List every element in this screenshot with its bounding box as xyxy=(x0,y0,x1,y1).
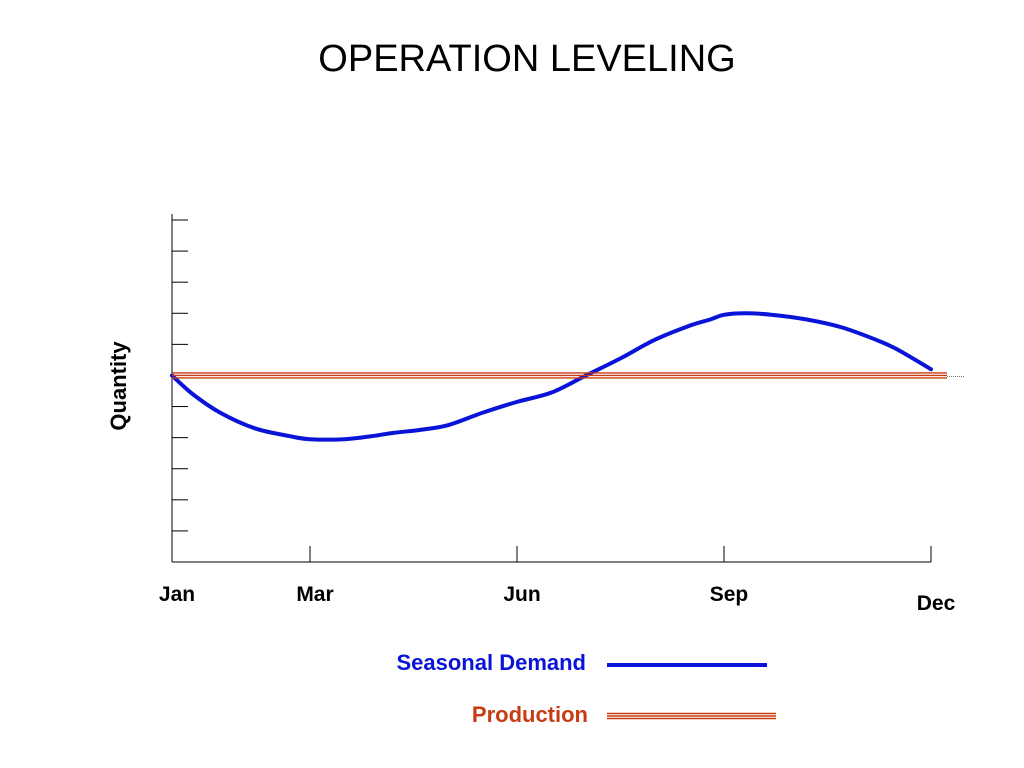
series-production-line xyxy=(172,372,965,379)
x-tick-label: Jun xyxy=(503,583,540,606)
x-tick-label: Jan xyxy=(159,583,195,606)
x-tick-label: Dec xyxy=(917,592,956,615)
legend xyxy=(607,663,776,720)
series-seasonal-demand-line xyxy=(170,311,933,442)
chart-title: OPERATION LEVELING xyxy=(318,38,736,80)
legend-label-production: Production xyxy=(471,702,588,727)
chart-axes xyxy=(171,214,931,563)
x-tick-label: Mar xyxy=(296,583,333,606)
y-axis-label: Quantity xyxy=(106,341,131,431)
series-layer xyxy=(170,311,965,442)
legend-swatch-production xyxy=(607,712,776,720)
x-tick-label: Sep xyxy=(710,583,749,606)
x-axis-ticks: Jan Mar Jun Sep Dec xyxy=(159,546,956,615)
legend-label-seasonal-demand: Seasonal Demand xyxy=(396,650,586,675)
